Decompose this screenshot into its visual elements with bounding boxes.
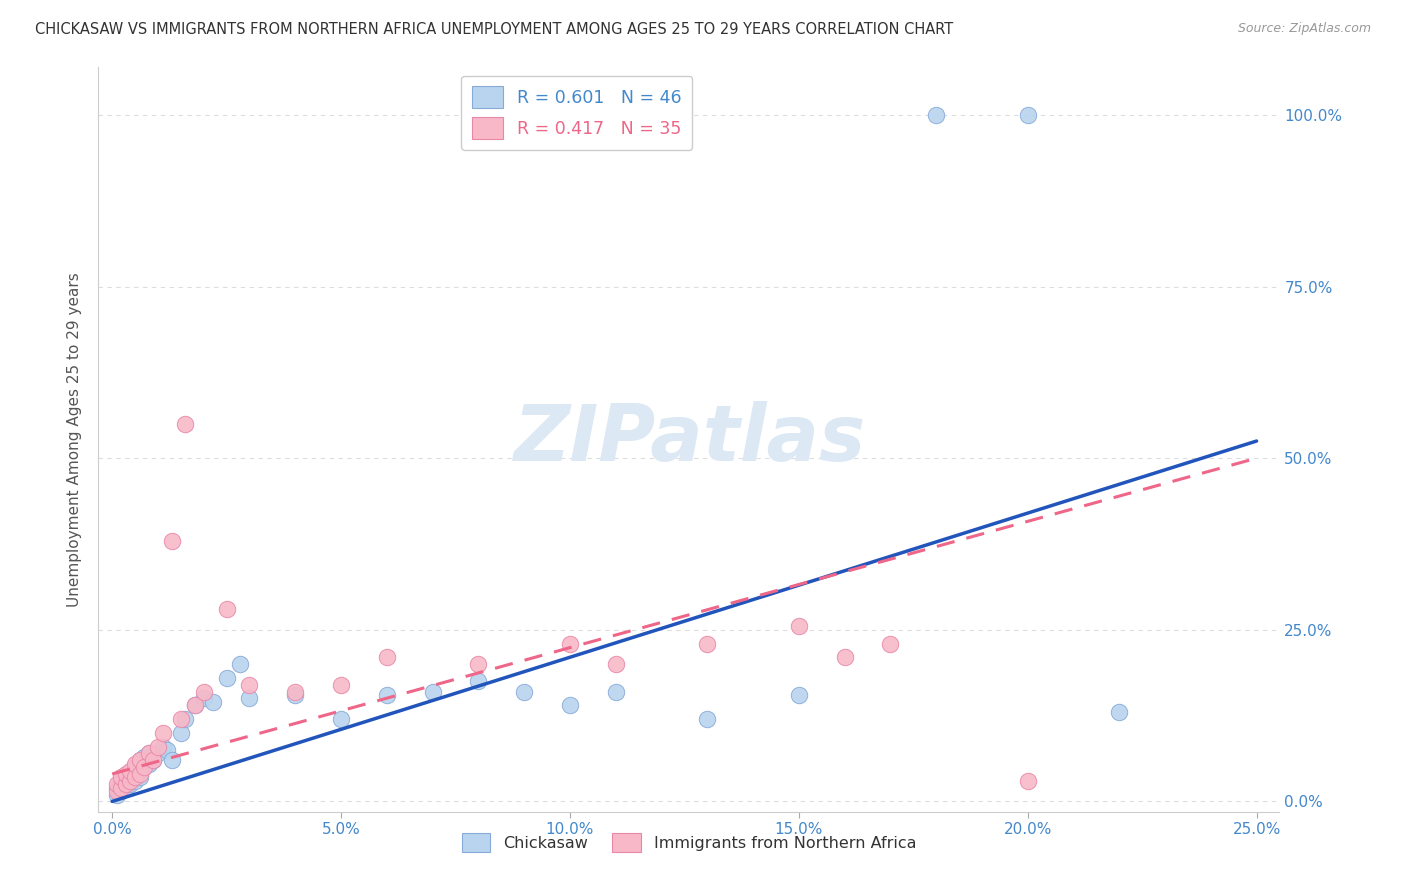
Point (183, 698, 205, 713)
Point (134, 749, 156, 764)
Point (115, 773, 138, 788)
Point (330, 678, 353, 692)
Legend: Chickasaw, Immigrants from Northern Africa: Chickasaw, Immigrants from Northern Afri… (454, 825, 924, 860)
Point (375, 688, 398, 702)
Point (558, 636, 581, 650)
Point (146, 739, 169, 754)
Point (110, 773, 132, 788)
Point (1017, 108, 1039, 122)
Point (138, 756, 160, 771)
Point (170, 712, 193, 726)
Point (467, 674, 489, 689)
Point (1108, 705, 1130, 719)
Point (193, 684, 215, 698)
Point (238, 691, 260, 706)
Point (124, 771, 146, 785)
Point (215, 671, 238, 685)
Text: Source: ZipAtlas.com: Source: ZipAtlas.com (1237, 22, 1371, 36)
Point (467, 657, 489, 672)
Point (138, 747, 160, 761)
Point (124, 773, 146, 788)
Point (115, 767, 138, 781)
Point (174, 417, 197, 431)
Point (160, 533, 183, 548)
Point (124, 760, 146, 774)
Point (115, 777, 138, 791)
Point (558, 698, 581, 713)
Point (142, 753, 165, 767)
Point (105, 777, 128, 791)
Point (110, 784, 132, 798)
Point (422, 684, 444, 698)
Point (156, 743, 179, 757)
Point (120, 777, 142, 791)
Point (152, 739, 174, 754)
Point (128, 753, 150, 767)
Point (330, 712, 353, 726)
Point (215, 602, 238, 616)
Point (925, 108, 948, 122)
Point (834, 650, 856, 665)
Point (229, 657, 252, 672)
Point (284, 688, 307, 702)
Point (152, 725, 174, 739)
Point (183, 698, 205, 713)
Point (605, 684, 627, 698)
Point (787, 619, 810, 633)
Point (110, 780, 132, 795)
Point (128, 753, 150, 767)
Point (120, 773, 142, 788)
Point (138, 747, 160, 761)
Point (787, 688, 810, 702)
Point (124, 756, 146, 771)
Point (174, 712, 197, 726)
Point (115, 771, 138, 785)
Text: CHICKASAW VS IMMIGRANTS FROM NORTHERN AFRICA UNEMPLOYMENT AMONG AGES 25 TO 29 YE: CHICKASAW VS IMMIGRANTS FROM NORTHERN AF… (35, 22, 953, 37)
Point (193, 691, 215, 706)
Point (696, 712, 718, 726)
Point (1017, 773, 1039, 788)
Point (110, 777, 132, 791)
Point (284, 684, 307, 698)
Point (128, 771, 150, 785)
Y-axis label: Unemployment Among Ages 25 to 29 years: Unemployment Among Ages 25 to 29 years (67, 272, 83, 607)
Point (375, 650, 398, 665)
Point (105, 784, 128, 798)
Point (160, 753, 183, 767)
Text: ZIPatlas: ZIPatlas (513, 401, 865, 477)
Point (513, 684, 536, 698)
Point (110, 771, 132, 785)
Point (105, 780, 128, 795)
Point (238, 678, 260, 692)
Point (105, 788, 128, 802)
Point (128, 764, 150, 778)
Point (134, 760, 156, 774)
Point (170, 725, 193, 739)
Point (201, 695, 224, 709)
Point (128, 767, 150, 781)
Point (146, 747, 169, 761)
Point (120, 764, 142, 778)
Point (142, 753, 165, 767)
Point (134, 760, 156, 774)
Point (115, 780, 138, 795)
Point (605, 657, 627, 672)
Point (696, 636, 718, 650)
Point (124, 767, 146, 781)
Point (879, 636, 901, 650)
Point (120, 767, 142, 781)
